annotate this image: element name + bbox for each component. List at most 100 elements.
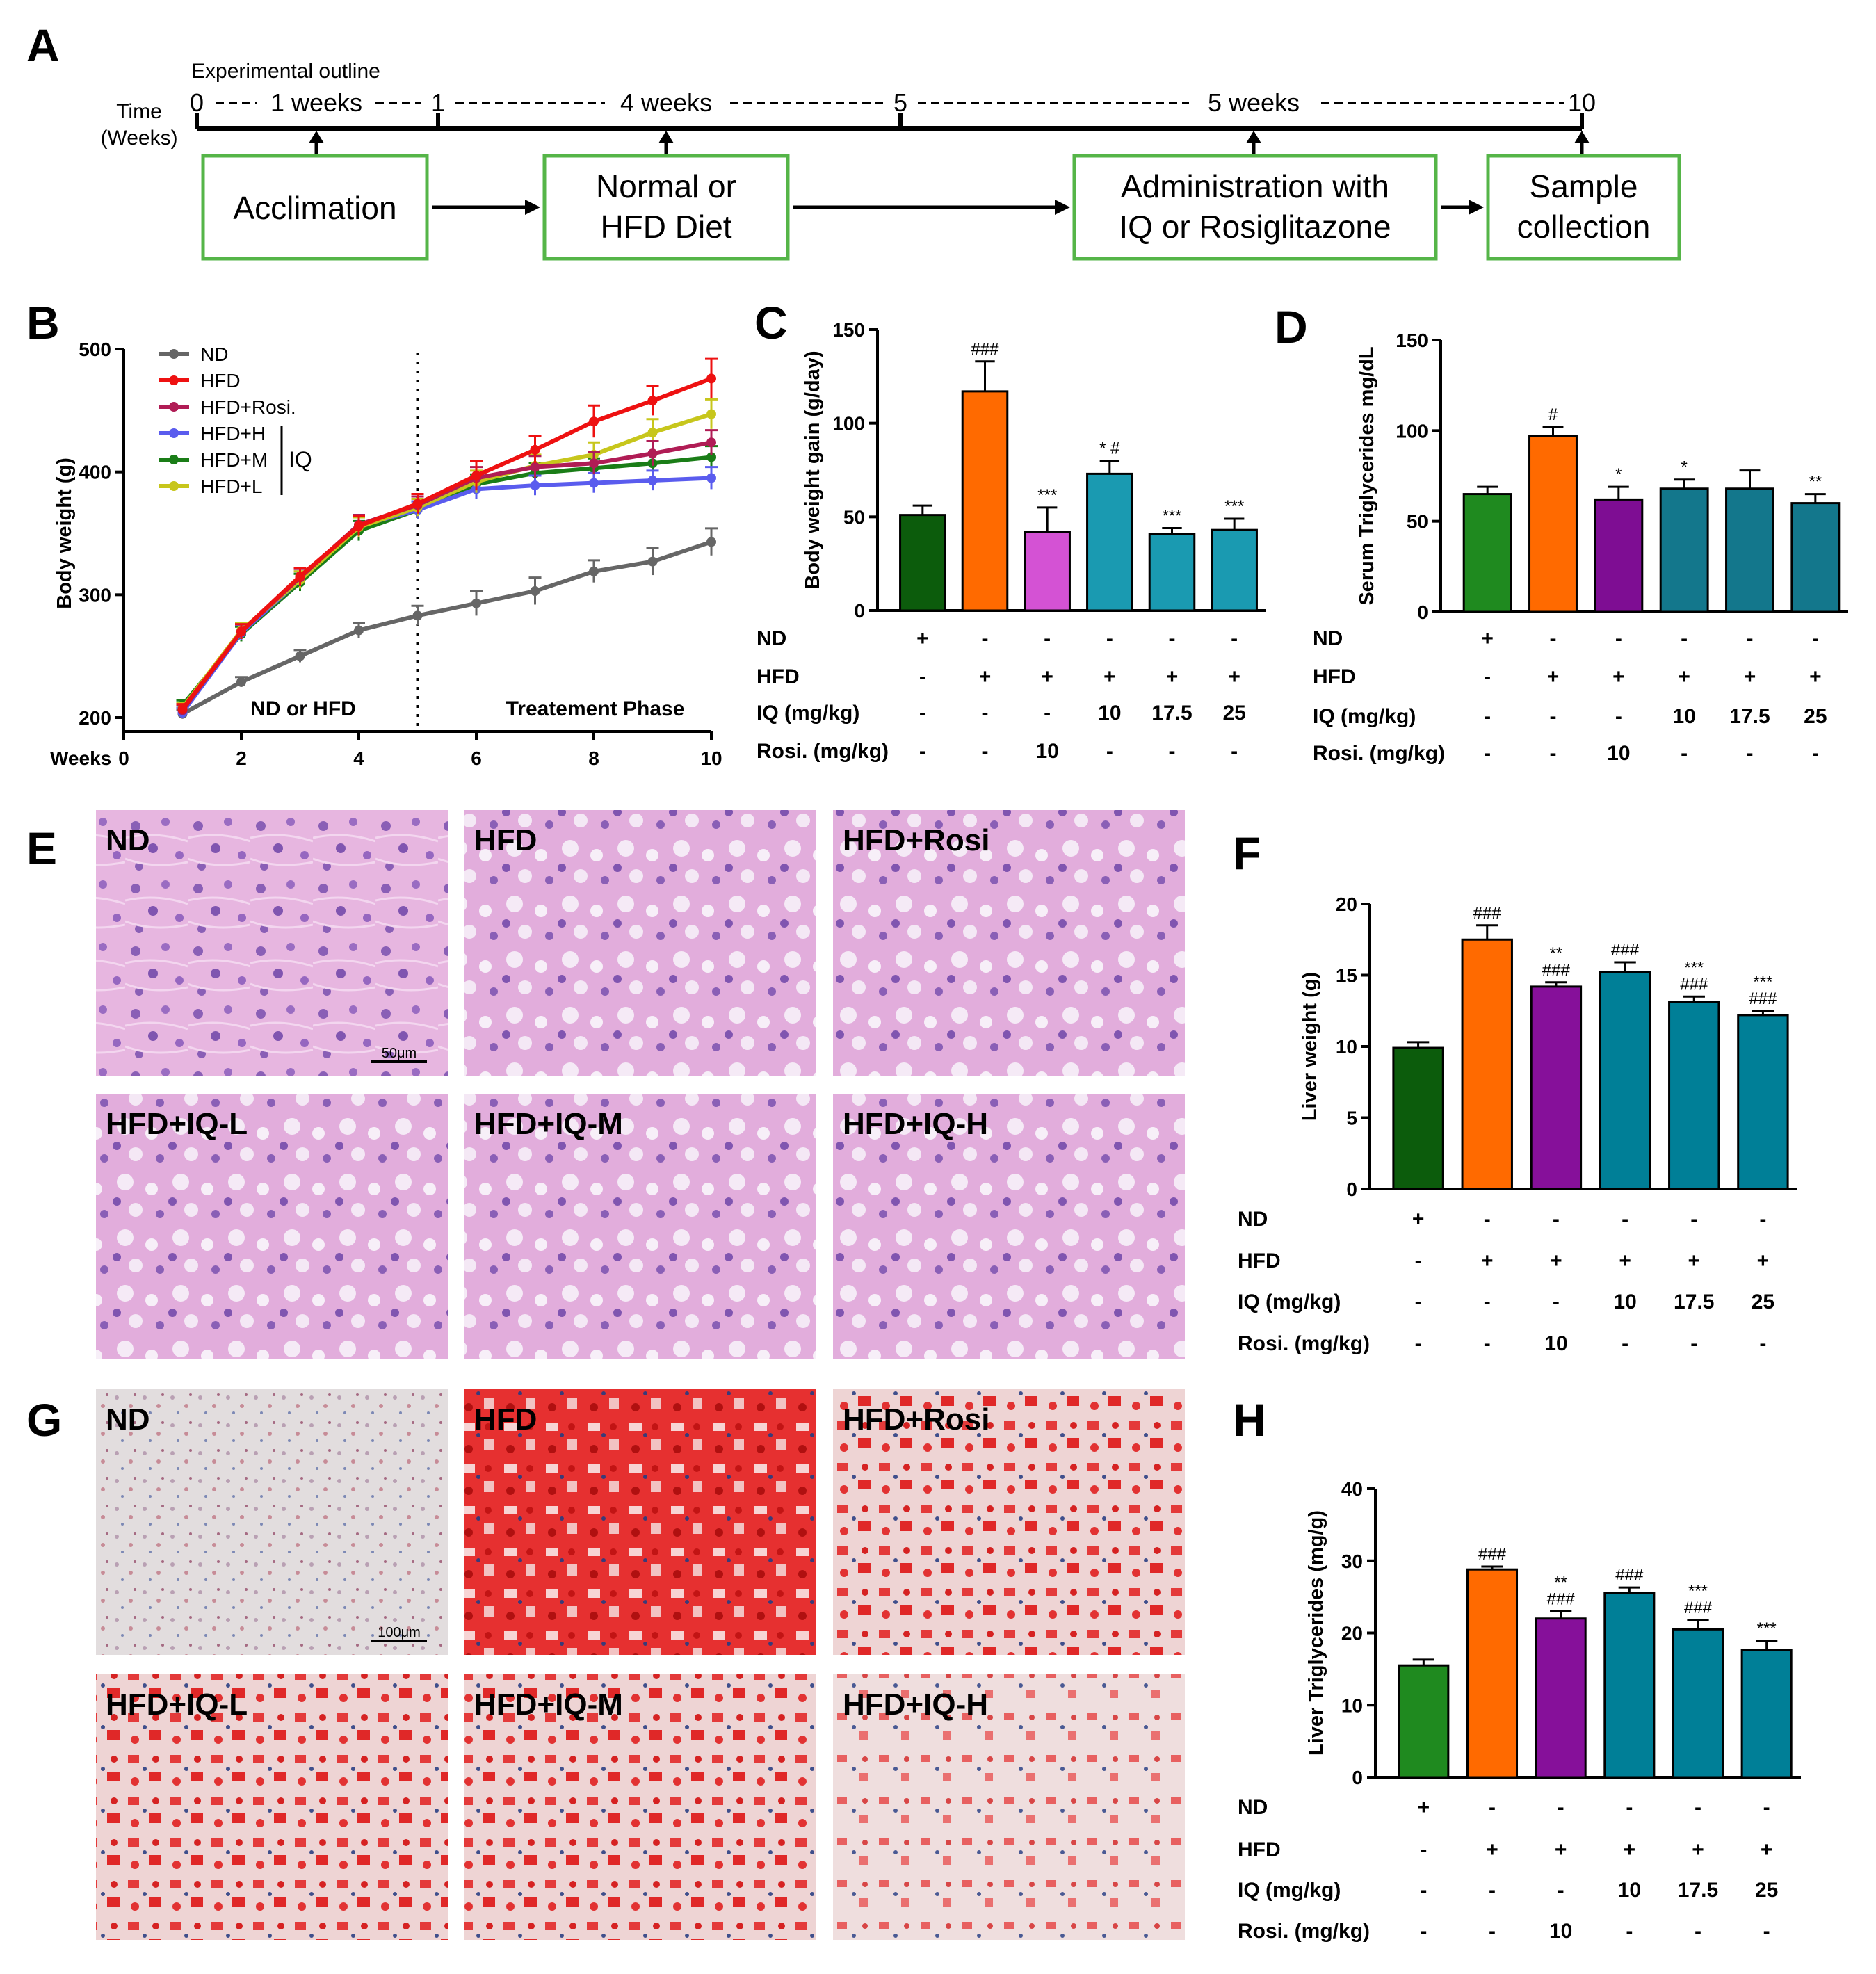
histology-label: HFD+IQ-M [474,1688,623,1722]
treatment-cell: 10 [1549,1920,1572,1943]
treatment-cell: + [1103,665,1116,688]
significance-label: * [1615,465,1622,484]
data-point [589,478,599,488]
treatment-cell: - [1759,1332,1766,1355]
significance-label: ### [1680,975,1708,994]
data-point [647,448,658,459]
data-point [647,396,658,406]
legend-marker [169,375,179,385]
data-point [706,452,716,462]
panel-letter-e: E [26,823,57,874]
histology-label: HFD+IQ-L [106,1107,248,1141]
y-tick-label: 10 [1341,1694,1363,1716]
data-point [530,586,540,597]
treatment-cell: - [1553,1291,1560,1313]
panel-c-weight-gain-chart: C 0 50 100 150 Body weight gain (g/day) ### **… [754,297,1266,763]
panel-a-timeline: A Experimental outline Time (Weeks) 0 1 5 1… [26,19,1681,261]
treatment-cell: - [1695,1920,1701,1943]
panel-letter-h: H [1233,1394,1266,1446]
legend-label: HFD+M [200,449,268,471]
histology-image [464,1674,816,1940]
treatment-cell: 10 [1098,702,1121,725]
treatment-cell: + [1761,1838,1773,1861]
histology-label: HFD+IQ-H [843,1688,988,1722]
significance-label: ### [1473,904,1502,923]
significance-label: # [1548,405,1558,424]
data-point [589,566,599,576]
histology-label: HFD+IQ-H [843,1107,988,1141]
treatment-cell: + [1418,1796,1430,1819]
treatment-cell: + [1555,1838,1567,1861]
treatment-cell: 17.5 [1151,702,1192,725]
data-point [177,704,188,714]
treatment-cell: - [1044,627,1051,650]
histology-label: ND [106,1402,150,1437]
bar [1790,502,1841,613]
treatment-cell: - [1420,1838,1427,1861]
bar [1725,487,1774,613]
treatment-cell: 25 [1755,1879,1778,1902]
y-tick-label: 20 [1336,893,1357,915]
y-tick-label: 15 [1336,965,1357,987]
stage-label: HFD Diet [600,209,731,245]
x-axis-title: Weeks [50,747,111,769]
treatment-cell: - [1489,1796,1496,1819]
treatment-cell: 10 [1618,1879,1641,1902]
stage-box [201,154,429,261]
data-point [706,473,716,483]
treatment-cell: - [1106,627,1113,650]
significance-label: *** [1684,958,1704,977]
bar [1535,1617,1587,1779]
panel-b-body-weight-chart: B 200 300 400 500 0 2 4 6 8 10 Weeks Body weight (g… [26,297,722,769]
treatment-cell: - [1169,627,1176,650]
y-tick-label: 50 [1407,511,1428,533]
histology-label: HFD+IQ-L [106,1688,248,1722]
data-point [706,537,716,547]
treatment-cell: - [1484,1208,1491,1231]
treatment-row-label: Rosi. (mg/kg) [757,740,889,763]
treatment-cell: - [1690,1332,1697,1355]
treatment-row-label: Rosi. (mg/kg) [1313,742,1445,765]
treatment-cell: + [1166,665,1179,688]
treatment-cell: - [1812,742,1819,765]
treatment-cell: - [1681,742,1688,765]
treatment-row-label: ND [757,627,786,650]
histology-image [96,1674,448,1940]
data-point [589,458,599,469]
treatment-cell: - [1747,627,1754,650]
timeline-tick-label: 0 [190,88,204,117]
treatment-cell: 17.5 [1674,1291,1714,1313]
legend-bracket-label: IQ [289,447,312,472]
series-line [181,476,712,714]
treatment-cell: - [1415,1291,1422,1313]
y-tick-label: 200 [79,707,111,729]
treatment-cell: - [1415,1249,1422,1272]
treatment-cell: 10 [1613,1291,1636,1313]
y-tick-label: 400 [79,462,111,483]
treatment-cell: - [982,702,989,725]
y-tick-label: 0 [1346,1179,1357,1200]
bar [899,514,946,612]
treatment-cell: - [1695,1796,1701,1819]
treatment-cell: - [1484,705,1491,728]
x-tick-label: 0 [118,747,129,769]
treatment-cell: + [1041,665,1053,688]
bar [961,390,1009,612]
significance-label: ### [1615,1566,1644,1585]
treatment-cell: 17.5 [1678,1879,1718,1902]
duration-label: 5 weeks [1208,88,1300,117]
data-point [412,610,423,621]
panel-h-liver-tg-chart: H 0 10 20 30 40 Liver Triglycerides (mg/g) ###… [1233,1394,1801,1943]
treatment-cell: + [1688,1249,1700,1272]
treatment-cell: - [1626,1796,1633,1819]
treatment-cell: - [1484,742,1491,765]
significance-label: ### [971,340,999,359]
bar [1594,498,1644,613]
stage-label: IQ or Rosiglitazone [1119,209,1391,245]
up-arrow-head [309,131,324,143]
timeline-tick-label: 5 [893,88,907,117]
legend-marker [169,481,179,491]
y-tick-label: 20 [1341,1623,1363,1644]
significance-label: ** [1550,944,1563,963]
treatment-cell: + [1547,665,1560,688]
